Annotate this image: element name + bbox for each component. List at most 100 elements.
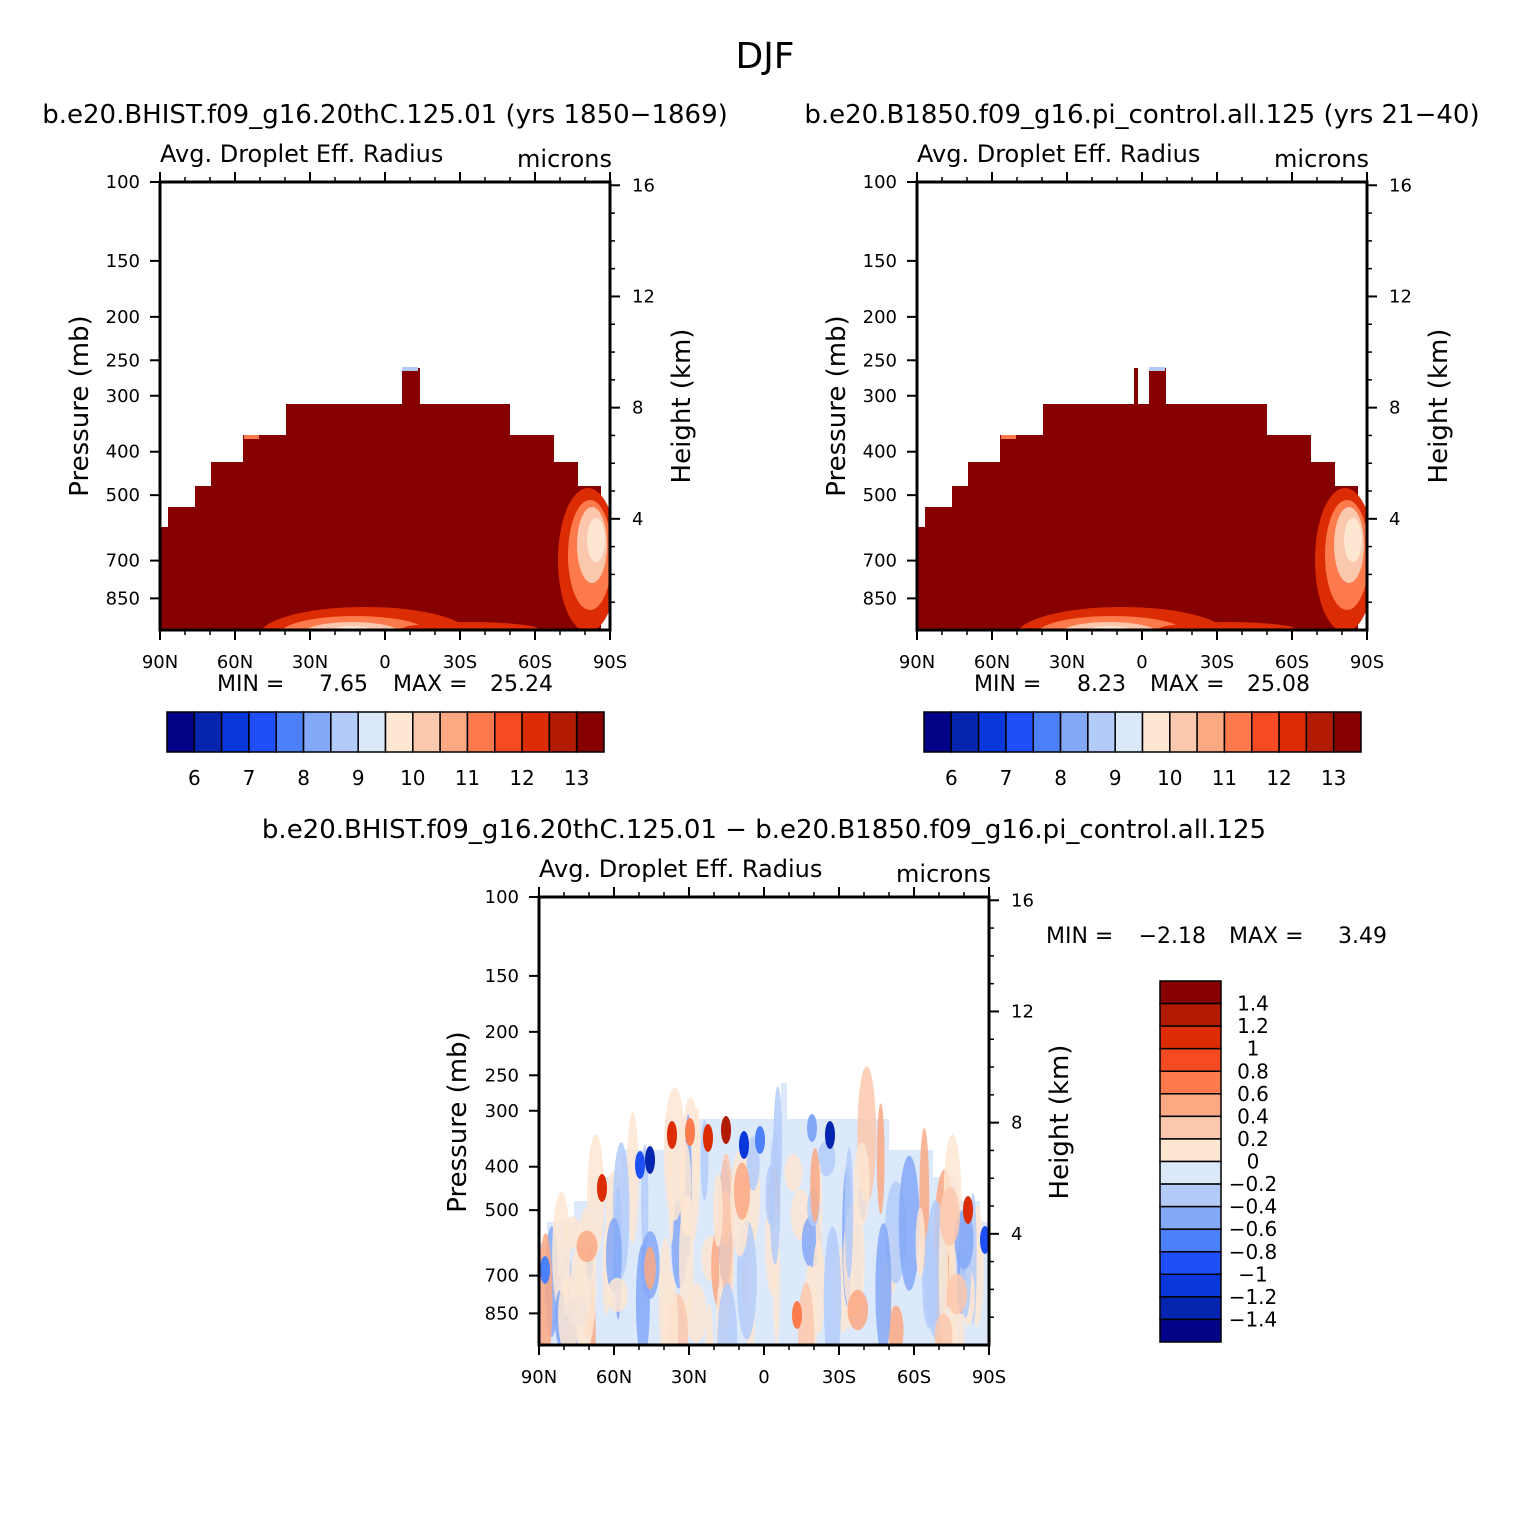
x-tick-label: 30N bbox=[292, 652, 328, 673]
y-tick-label: 100 bbox=[485, 887, 519, 908]
colorbar-label: −0.8 bbox=[1229, 1240, 1278, 1264]
var-label: Avg. Droplet Eff. Radius bbox=[917, 140, 1200, 168]
colorbar-box bbox=[1087, 711, 1116, 753]
field-streak bbox=[922, 1230, 937, 1329]
colorbar-box bbox=[1159, 1273, 1222, 1298]
x-tick-label: 30S bbox=[1200, 652, 1234, 673]
colorbar-box bbox=[1032, 711, 1062, 753]
colorbar-label: 12 bbox=[1266, 766, 1291, 790]
field-streak bbox=[888, 1305, 904, 1345]
field-streak bbox=[817, 1140, 836, 1177]
axes: 90N 60N 30N 0 30S 60S 90S 100 150 200 250 300 400 500… bbox=[106, 172, 655, 673]
x-tick-label: 90N bbox=[142, 652, 178, 673]
colorbar-box bbox=[1159, 1002, 1222, 1027]
colorbar-label: 1 bbox=[1247, 1037, 1260, 1061]
x-tick-label: 60S bbox=[897, 1367, 931, 1388]
colorbar-label: 6 bbox=[188, 766, 201, 790]
field-fill bbox=[160, 368, 601, 630]
field-streak bbox=[558, 1275, 579, 1345]
colorbar-box bbox=[521, 711, 551, 753]
colorbar-box bbox=[466, 711, 496, 753]
field-feature bbox=[739, 1131, 749, 1159]
y2-tick-label: 12 bbox=[632, 286, 655, 307]
field-blob bbox=[587, 518, 605, 562]
colorbar-box bbox=[1159, 1160, 1222, 1185]
colorbar-label: 8 bbox=[297, 766, 310, 790]
field-streak bbox=[576, 1230, 598, 1263]
field-feature bbox=[721, 1116, 731, 1144]
panel-bottom: Avg. Droplet Eff. Radius microns 90N 60N 3… bbox=[443, 855, 1387, 1388]
colorbar-box bbox=[1251, 711, 1280, 753]
field-blob bbox=[1344, 518, 1362, 562]
field-blob bbox=[1088, 626, 1130, 630]
y-tick-label: 150 bbox=[106, 251, 140, 272]
colorbar-box bbox=[950, 711, 980, 753]
colorbar-box bbox=[384, 711, 414, 753]
x-tick-label: 60N bbox=[217, 652, 253, 673]
min-label: MIN = bbox=[1046, 924, 1113, 949]
y-tick-label: 500 bbox=[106, 485, 140, 506]
y-tick-label: 500 bbox=[863, 485, 897, 506]
x-tick-label: 0 bbox=[379, 652, 390, 673]
min-value: −2.18 bbox=[1139, 924, 1206, 949]
x-tick-label: 90N bbox=[899, 652, 935, 673]
colorbar-box bbox=[1196, 711, 1226, 753]
field-blob bbox=[1149, 367, 1165, 371]
field-top-left bbox=[160, 367, 610, 630]
colorbar-box bbox=[1305, 711, 1335, 753]
colorbar-box bbox=[1159, 1251, 1222, 1276]
colorbar-label: 13 bbox=[1321, 766, 1346, 790]
var-label: Avg. Droplet Eff. Radius bbox=[160, 140, 443, 168]
field-fill bbox=[917, 368, 1358, 630]
colorbar-box bbox=[1159, 1070, 1222, 1095]
field-streak bbox=[939, 1187, 960, 1246]
colorbar-label: −1.4 bbox=[1229, 1307, 1278, 1331]
colorbar: 6 7 8 9 10 11 12 13 bbox=[923, 711, 1362, 790]
colorbar-box bbox=[977, 711, 1007, 753]
colorbar: 6 7 8 9 10 11 12 13 bbox=[166, 711, 605, 790]
field-noise bbox=[539, 1066, 989, 1345]
field-blob bbox=[331, 626, 373, 630]
field-feature bbox=[825, 1121, 835, 1149]
colorbar-box bbox=[1059, 711, 1089, 753]
y-axis-label: Pressure (mb) bbox=[822, 315, 852, 496]
y-tick-label: 850 bbox=[485, 1303, 519, 1324]
field-streak bbox=[798, 1282, 815, 1345]
field-streak bbox=[662, 1272, 678, 1345]
max-label: MAX = bbox=[1150, 672, 1225, 697]
colorbar-box bbox=[1114, 711, 1144, 753]
field-streak bbox=[876, 1103, 885, 1215]
y-tick-label: 300 bbox=[106, 386, 140, 407]
y-tick-label: 150 bbox=[485, 966, 519, 987]
y2-tick-label: 12 bbox=[1011, 1001, 1034, 1022]
y-tick-label: 400 bbox=[106, 442, 140, 463]
colorbar-box bbox=[302, 711, 332, 753]
field-streak bbox=[605, 1218, 622, 1293]
colorbar-label: −0.6 bbox=[1229, 1217, 1278, 1241]
field-streak bbox=[681, 1195, 694, 1237]
y-tick-label: 400 bbox=[863, 442, 897, 463]
colorbar-box bbox=[275, 711, 305, 753]
field-feature bbox=[540, 1256, 550, 1284]
left-subtitle: b.e20.BHIST.f09_g16.20thC.125.01 (yrs 18… bbox=[42, 100, 728, 130]
y2-tick-label: 16 bbox=[1011, 890, 1034, 911]
y-tick-label: 300 bbox=[863, 386, 897, 407]
field-blob bbox=[1001, 435, 1016, 439]
colorbar-box bbox=[193, 711, 223, 753]
x-tick-label: 30N bbox=[1049, 652, 1085, 673]
min-value: 8.23 bbox=[1077, 672, 1126, 697]
field-feature bbox=[792, 1301, 802, 1329]
colorbar-box bbox=[412, 711, 441, 753]
colorbar-box bbox=[220, 711, 250, 753]
field-streak bbox=[769, 1132, 781, 1265]
x-tick-label: 30N bbox=[671, 1367, 707, 1388]
units-label: microns bbox=[896, 860, 991, 888]
x-tick-label: 60S bbox=[518, 652, 552, 673]
x-tick-label: 0 bbox=[1136, 652, 1147, 673]
field-blob bbox=[281, 616, 429, 630]
colorbar-label: 9 bbox=[352, 766, 365, 790]
axes: 90N 60N 30N 0 30S 60S 90S 100 150 200 250 300 400 500… bbox=[863, 172, 1412, 673]
colorbar-label: 0.6 bbox=[1237, 1082, 1269, 1106]
field-feature bbox=[635, 1151, 645, 1179]
min-value: 7.65 bbox=[319, 672, 368, 697]
